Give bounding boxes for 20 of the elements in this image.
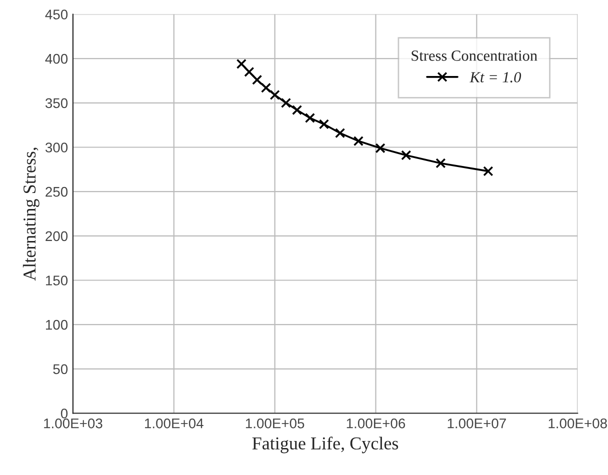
y-tick-label: 250 bbox=[46, 186, 68, 197]
legend-label: Kt = 1.0 bbox=[470, 72, 522, 82]
y-tick-label: 150 bbox=[46, 276, 68, 286]
x-tick-label: 1.00E+07 bbox=[448, 418, 506, 428]
x-tick-label: 1.00E+03 bbox=[44, 418, 102, 428]
y-tick-label: 200 bbox=[46, 231, 68, 242]
x-axis-title: Fatigue Life, Cycles bbox=[252, 436, 398, 454]
y-tick-label: 100 bbox=[46, 320, 68, 330]
y-tick-label: 50 bbox=[53, 364, 68, 374]
x-tick-label: 1.00E+06 bbox=[346, 418, 406, 428]
y-tick-label: 450 bbox=[45, 10, 68, 20]
legend-title: Stress Concentration bbox=[412, 50, 538, 61]
x-tick-label: 1.00E+08 bbox=[548, 418, 607, 428]
x-tick-label: 1.00E+04 bbox=[145, 418, 204, 428]
x-tick-label: 1.00E+05 bbox=[246, 418, 304, 428]
y-axis-title: Alternating Stress, bbox=[22, 148, 40, 281]
y-tick-label: 350 bbox=[45, 98, 68, 108]
y-tick-label: 0 bbox=[60, 408, 68, 418]
y-tick-label: 300 bbox=[45, 142, 68, 152]
y-tick-label: 400 bbox=[45, 54, 68, 64]
